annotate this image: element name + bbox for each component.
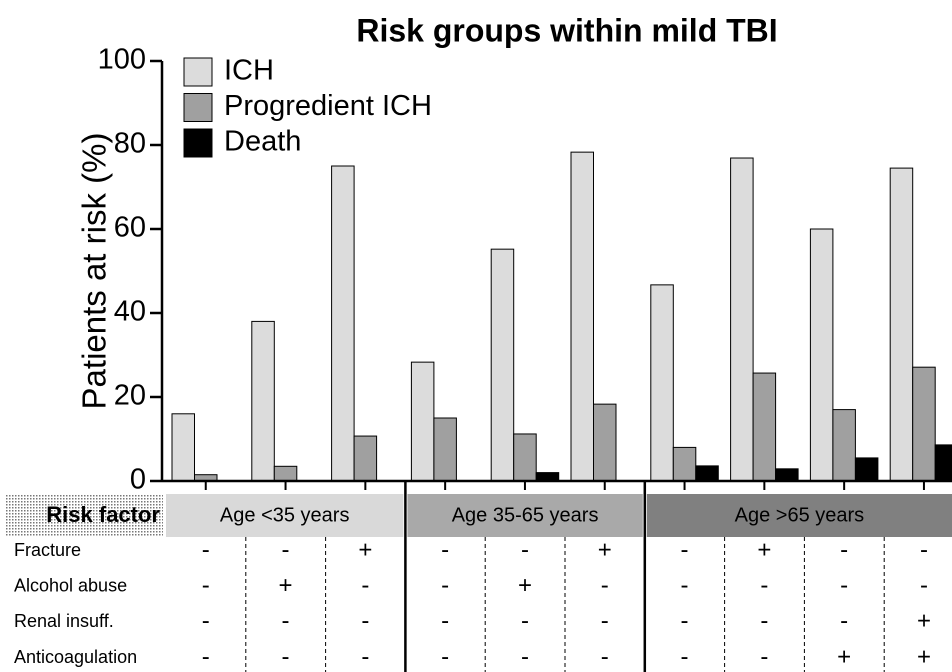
- cell: -: [361, 643, 369, 670]
- cell: -: [920, 572, 928, 599]
- cell: +: [917, 643, 931, 670]
- y-tick-label: 80: [114, 128, 146, 160]
- cell: +: [279, 572, 293, 599]
- cell: -: [760, 643, 768, 670]
- bar: [730, 157, 754, 482]
- cell: -: [441, 536, 449, 563]
- cell: -: [760, 572, 768, 599]
- header-bg: [5, 494, 163, 537]
- bar: [809, 228, 834, 482]
- row-label: Fracture: [14, 540, 81, 560]
- legend-label: Death: [224, 126, 301, 158]
- cell: -: [760, 608, 768, 635]
- cell: +: [518, 572, 532, 599]
- bar: [832, 409, 856, 482]
- bar: [353, 435, 378, 482]
- bar: [752, 372, 777, 482]
- bar: [889, 167, 914, 482]
- cell: -: [282, 643, 290, 670]
- group-band: [646, 494, 952, 537]
- cell: -: [521, 536, 529, 563]
- bar: [593, 403, 617, 482]
- cell: -: [840, 572, 848, 599]
- y-tick-label: 0: [130, 464, 146, 496]
- cell: +: [598, 536, 612, 563]
- bar: [854, 457, 879, 482]
- cell: -: [441, 608, 449, 635]
- cell: -: [681, 572, 689, 599]
- group-band: [166, 494, 404, 537]
- bar: [672, 446, 697, 482]
- cell: -: [361, 572, 369, 599]
- bar: [251, 320, 275, 482]
- cell: -: [202, 536, 210, 563]
- cell: -: [282, 608, 290, 635]
- y-tick-label: 20: [114, 380, 146, 412]
- chart-title: Risk groups within mild TBI: [356, 12, 777, 48]
- bar: [513, 433, 537, 482]
- cell: -: [282, 536, 290, 563]
- cell: -: [521, 643, 529, 670]
- y-tick-label: 100: [98, 44, 146, 76]
- cell: -: [202, 572, 210, 599]
- bar: [433, 417, 457, 482]
- row-label: Anticoagulation: [14, 647, 137, 667]
- cell: -: [601, 572, 609, 599]
- y-tick-label: 60: [114, 212, 146, 244]
- cell: -: [920, 536, 928, 563]
- bar: [490, 248, 515, 482]
- y-axis-label: Patients at risk (%): [76, 133, 113, 410]
- cell: -: [601, 608, 609, 635]
- bar: [775, 468, 799, 482]
- row-label: Renal insuff.: [14, 611, 114, 631]
- table-header: Risk factor: [46, 502, 160, 527]
- legend-swatch: [183, 93, 213, 122]
- row-label: Alcohol abuse: [14, 575, 127, 595]
- cell: -: [840, 608, 848, 635]
- bar: [650, 284, 674, 482]
- cell: -: [202, 643, 210, 670]
- cell: -: [441, 572, 449, 599]
- cell: +: [837, 643, 851, 670]
- cell: -: [361, 608, 369, 635]
- cell: -: [202, 608, 210, 635]
- bar: [934, 444, 952, 482]
- y-tick-label: 40: [114, 296, 146, 328]
- legend-label: ICH: [224, 55, 274, 87]
- bar: [171, 413, 195, 482]
- cell: -: [441, 643, 449, 670]
- bar: [570, 151, 594, 482]
- group-label: Age <35 years: [220, 504, 350, 526]
- bar: [331, 165, 355, 482]
- legend-swatch: [183, 128, 213, 158]
- group-label: Age >65 years: [735, 504, 865, 526]
- cell: -: [601, 643, 609, 670]
- cell: +: [917, 608, 931, 635]
- bar: [912, 366, 936, 482]
- cell: -: [521, 608, 529, 635]
- bar: [273, 465, 298, 482]
- cell: +: [358, 536, 372, 563]
- cell: -: [840, 536, 848, 563]
- cell: +: [757, 536, 771, 563]
- bar: [410, 361, 435, 482]
- cell: -: [681, 608, 689, 635]
- group-label: Age 35-65 years: [452, 504, 599, 526]
- legend-swatch: [183, 57, 213, 87]
- group-band: [407, 494, 643, 537]
- bar: [535, 472, 560, 482]
- bar: [695, 465, 719, 482]
- cell: -: [681, 643, 689, 670]
- cell: -: [681, 536, 689, 563]
- legend-label: Progredient ICH: [224, 90, 432, 122]
